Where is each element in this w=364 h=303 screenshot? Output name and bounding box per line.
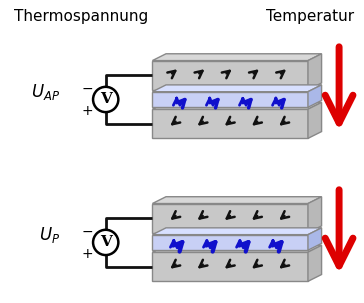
Text: V: V xyxy=(100,235,112,249)
Text: Thermospannung: Thermospannung xyxy=(14,9,149,24)
Polygon shape xyxy=(308,102,321,138)
Polygon shape xyxy=(153,245,321,252)
Polygon shape xyxy=(153,235,308,250)
Polygon shape xyxy=(308,85,321,107)
Polygon shape xyxy=(153,92,308,107)
Text: V: V xyxy=(100,92,112,106)
Polygon shape xyxy=(153,54,321,61)
Polygon shape xyxy=(308,245,321,281)
Text: $+$: $+$ xyxy=(81,104,93,118)
Text: $-$: $-$ xyxy=(81,224,93,238)
Polygon shape xyxy=(153,102,321,109)
Text: $U_{AP}$: $U_{AP}$ xyxy=(31,82,60,102)
Polygon shape xyxy=(153,228,321,235)
Polygon shape xyxy=(308,197,321,233)
Polygon shape xyxy=(153,61,308,90)
Polygon shape xyxy=(153,197,321,204)
Polygon shape xyxy=(153,204,308,233)
Text: $+$: $+$ xyxy=(81,247,93,261)
Polygon shape xyxy=(153,252,308,281)
Circle shape xyxy=(93,230,118,255)
Polygon shape xyxy=(308,228,321,250)
Polygon shape xyxy=(153,85,321,92)
Text: $U_P$: $U_P$ xyxy=(39,225,60,245)
Text: Temperatur: Temperatur xyxy=(266,9,354,24)
Circle shape xyxy=(93,87,118,112)
Polygon shape xyxy=(308,54,321,90)
Text: $-$: $-$ xyxy=(81,81,93,95)
Polygon shape xyxy=(153,109,308,138)
